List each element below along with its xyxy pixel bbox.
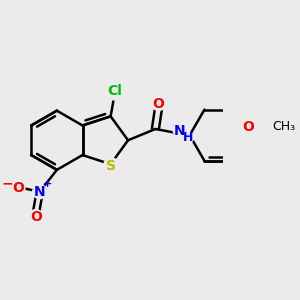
Circle shape (183, 132, 194, 143)
Text: N: N (174, 124, 185, 138)
Circle shape (33, 185, 47, 199)
Circle shape (105, 81, 124, 100)
Text: S: S (106, 159, 116, 173)
Circle shape (241, 120, 255, 134)
Circle shape (152, 97, 166, 111)
Text: H: H (183, 131, 193, 144)
Circle shape (103, 158, 119, 173)
Text: Cl: Cl (107, 84, 122, 98)
Circle shape (11, 181, 25, 195)
Text: O: O (30, 210, 42, 224)
Text: O: O (153, 97, 165, 110)
Circle shape (173, 124, 186, 137)
Text: O: O (12, 181, 24, 195)
Text: O: O (242, 120, 254, 134)
Text: CH₃: CH₃ (272, 120, 295, 133)
Text: +: + (43, 179, 52, 189)
Circle shape (29, 210, 43, 224)
Text: N: N (34, 185, 46, 199)
Text: −: − (1, 176, 13, 190)
